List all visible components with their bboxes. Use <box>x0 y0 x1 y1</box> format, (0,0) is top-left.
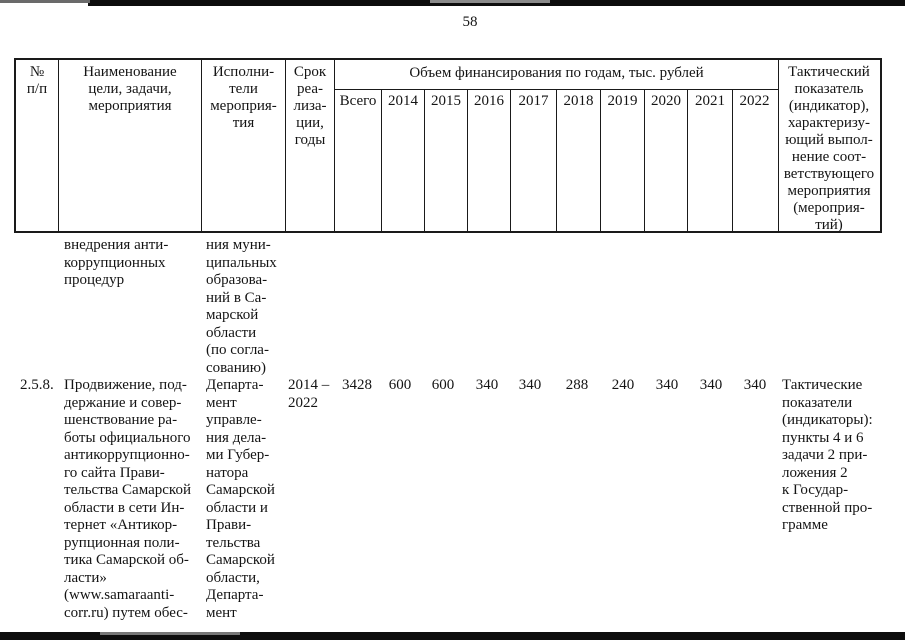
header-cell-2019: 2019 <box>601 90 645 231</box>
scan-artifact-bottom-bar <box>0 632 905 640</box>
header-cell-2016: 2016 <box>468 90 511 231</box>
header-cell-executor: Исполни- тели мероприя- тия <box>202 60 286 231</box>
header-cell-2020: 2020 <box>645 90 688 231</box>
page-number: 58 <box>462 14 478 30</box>
scan-artifact-top-bar <box>88 0 905 6</box>
row-258-executor: Департа- мент управле- ния дела- ми Губе… <box>206 377 275 621</box>
header-cell-name: Наименование цели, задачи, мероприятия <box>59 60 202 231</box>
header-cell-total: Всего <box>335 90 382 231</box>
header-cell-2022: 2022 <box>739 93 770 109</box>
header-group-financing: Объем финансирования по годам, тыс. рубл… <box>335 60 779 231</box>
header-financing-years: Всего 2014 2015 2016 2017 2018 2019 2020… <box>335 90 778 231</box>
header-cell-num: № п/п <box>16 60 59 231</box>
row-258-value-2014: 600 <box>388 377 412 393</box>
header-cell-2021: 2021 <box>688 90 733 231</box>
header-cell-2014: 2014 <box>382 90 425 231</box>
row-258-value-2019: 240 <box>611 377 635 393</box>
row-258-indicator: Тактические показатели (индикаторы): пун… <box>782 377 873 533</box>
header-cell-indicator: Тактический показатель (индикатор), хара… <box>783 64 875 233</box>
table-header: № п/п Наименование цели, задачи, меропри… <box>14 58 882 233</box>
header-cell-2015: 2015 <box>425 90 468 231</box>
row-258-num: 2.5.8. <box>20 377 54 393</box>
scan-artifact-top-gray <box>430 0 550 3</box>
row-continuation-executor: ния муни- ципальных образова- ний в Са- … <box>206 237 277 376</box>
row-258-value-2022: 340 <box>743 377 767 393</box>
row-258-name: Продвижение, под- держание и совер- шенс… <box>64 377 191 621</box>
row-258-value-2016: 340 <box>475 377 499 393</box>
header-financing-title: Объем финансирования по годам, тыс. рубл… <box>335 60 778 90</box>
row-258-value-2017: 340 <box>518 377 542 393</box>
row-continuation-name: внедрения анти- коррупционных процедур <box>64 237 169 288</box>
header-cell-term: Срок реа- лиза- ции, годы <box>286 60 335 231</box>
header-cell-2017: 2017 <box>511 90 557 231</box>
row-258-term: 2014 – 2022 <box>288 377 330 411</box>
row-258-value-2020: 340 <box>655 377 679 393</box>
scan-artifact-top-left <box>0 0 90 3</box>
scan-artifact-bottom-gray <box>100 632 240 635</box>
header-cell-2018: 2018 <box>557 90 601 231</box>
row-258-value-2021: 340 <box>699 377 723 393</box>
row-258-value-total: 3428 <box>342 377 372 393</box>
row-258-value-2015: 600 <box>431 377 455 393</box>
row-258-value-2018: 288 <box>565 377 589 393</box>
